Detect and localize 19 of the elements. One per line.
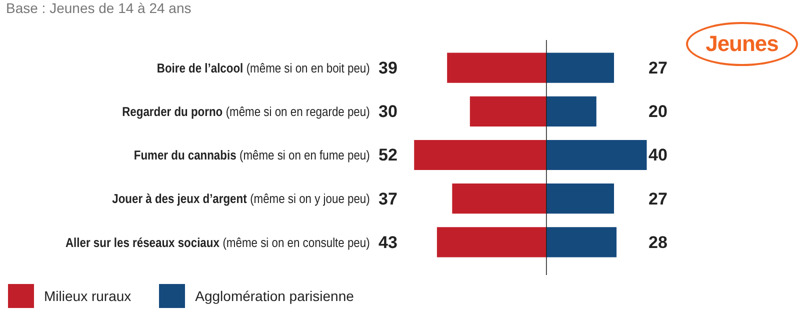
data-label: 52 bbox=[378, 146, 398, 165]
text: Jeunes bbox=[686, 22, 798, 66]
text: Base : Jeunes de 14 à 24 ans bbox=[6, 0, 192, 16]
y-tick-label: Jouer à des jeux d’argent (même si on y joue peu) bbox=[112, 191, 370, 206]
data-label: 20 bbox=[648, 102, 668, 122]
y-tick-label: Fumer du cannabis (même si on en fume peu) bbox=[134, 148, 370, 163]
data-label: 40 bbox=[648, 146, 668, 165]
y-tick-label: Aller sur les réseaux sociaux (même si on en consulte peu) bbox=[65, 234, 370, 250]
data-label: 27 bbox=[648, 189, 668, 208]
data-label: 43 bbox=[378, 232, 398, 252]
legend-label: Milieux ruraux bbox=[44, 288, 132, 304]
data-label: 27 bbox=[648, 58, 668, 78]
data-label: 37 bbox=[378, 189, 398, 208]
y-tick-label: Boire de l’alcool (même si on en boit peu) bbox=[156, 60, 370, 76]
legend-label: Agglomération parisienne bbox=[195, 288, 354, 304]
data-label: 39 bbox=[378, 58, 398, 78]
y-tick-label: Regarder du porno (même si on en regarde peu) bbox=[122, 104, 370, 120]
data-label: 28 bbox=[648, 232, 668, 252]
data-label: 30 bbox=[378, 102, 398, 122]
